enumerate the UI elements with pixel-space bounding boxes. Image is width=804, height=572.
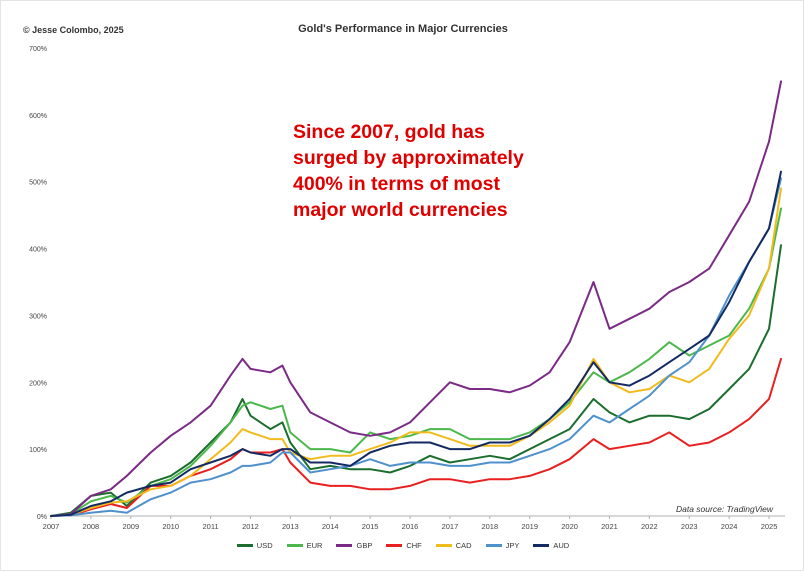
x-tick-label: 2007: [43, 522, 60, 531]
x-tick-label: 2008: [83, 522, 100, 531]
x-tick-label: 2024: [721, 522, 738, 531]
legend-item-cad: CAD: [435, 541, 472, 550]
x-tick-label: 2010: [162, 522, 179, 531]
series-line-cad: [50, 187, 782, 517]
y-tick-label: 0%: [37, 514, 47, 521]
y-tick-label: 600%: [29, 113, 47, 120]
series-line-jpy: [50, 177, 782, 517]
x-tick-label: 2021: [601, 522, 618, 531]
x-tick-label: 2020: [561, 522, 578, 531]
series-line-aud: [50, 170, 782, 517]
data-source-note: Data source: TradingView: [675, 504, 773, 514]
x-tick-label: 2017: [442, 522, 459, 531]
x-tick-label: 2016: [402, 522, 419, 531]
legend-swatch: [236, 544, 253, 547]
series-line-chf: [50, 357, 782, 517]
x-tick-label: 2009: [122, 522, 139, 531]
legend-swatch: [435, 544, 452, 547]
x-tick-label: 2011: [202, 522, 218, 531]
legend-swatch: [386, 544, 403, 547]
annotation-line: Since 2007, gold has: [293, 121, 485, 143]
y-tick-label: 400%: [29, 247, 47, 254]
legend-label: CAD: [455, 541, 472, 550]
chart-title: Gold's Performance in Major Currencies: [298, 23, 508, 35]
y-tick-label: 100%: [29, 447, 47, 454]
copyright-text: © Jesse Colombo, 2025: [23, 25, 124, 35]
annotation-line: 400% in terms of most: [293, 173, 500, 195]
x-tick-label: 2019: [521, 522, 538, 531]
annotation-line: surged by approximately: [293, 147, 524, 169]
chart-axes: 0% 100% 200% 300% 400% 500% 600% 700% 2007 2008 20…: [29, 46, 785, 531]
legend-label: CHF: [406, 541, 422, 550]
legend-label: USD: [256, 541, 273, 550]
x-tick-label: 2023: [681, 522, 698, 531]
legend-label: GBP: [356, 541, 373, 550]
annotation-line: major world currencies: [293, 199, 508, 221]
legend-swatch: [286, 544, 303, 547]
x-tick-label: 2012: [242, 522, 259, 531]
chart-legend: USD EUR GBP CHF CAD JPY AUD: [1, 541, 804, 550]
legend-label: AUD: [553, 541, 570, 550]
annotation-callout: Since 2007, gold has surged by approxima…: [293, 119, 613, 223]
legend-swatch: [533, 544, 550, 547]
x-tick-label: 2018: [481, 522, 498, 531]
legend-item-aud: AUD: [533, 541, 569, 550]
legend-item-usd: USD: [236, 541, 273, 550]
x-tick-label: 2022: [641, 522, 658, 531]
x-tick-label: 2014: [322, 522, 339, 531]
x-tick-label: 2013: [282, 522, 299, 531]
legend-item-jpy: JPY: [485, 541, 520, 550]
x-tick-label: 2015: [362, 522, 379, 531]
y-tick-label: 300%: [29, 313, 47, 320]
series-line-eur: [50, 207, 782, 517]
x-tick-label: 2025: [761, 522, 778, 531]
legend-item-eur: EUR: [286, 541, 323, 550]
y-tick-label: 700%: [29, 46, 47, 53]
series-line-usd: [50, 244, 782, 517]
y-tick-label: 500%: [29, 180, 47, 187]
legend-label: EUR: [306, 541, 323, 550]
y-tick-label: 200%: [29, 380, 47, 387]
legend-item-gbp: GBP: [336, 541, 372, 550]
legend-swatch: [485, 544, 502, 547]
legend-label: JPY: [505, 541, 520, 550]
series-line-gbp: [50, 80, 782, 517]
legend-item-chf: CHF: [386, 541, 422, 550]
legend-swatch: [336, 544, 353, 547]
series-lines: [50, 80, 782, 517]
